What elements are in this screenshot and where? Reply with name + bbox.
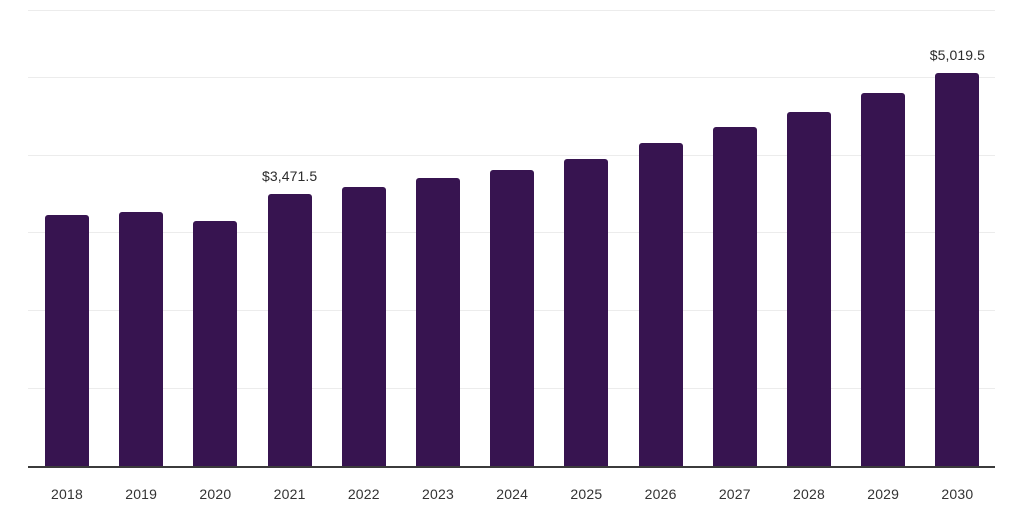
bar-group xyxy=(327,0,401,466)
bar-2021[interactable] xyxy=(267,194,312,466)
bar-2026[interactable] xyxy=(638,143,683,466)
bar-value-label-2021: $3,471.5 xyxy=(261,168,318,184)
x-tick-label-2028: 2028 xyxy=(793,486,825,502)
gridline-0 xyxy=(28,10,995,11)
bar-group xyxy=(30,0,104,466)
bar-group xyxy=(104,0,178,466)
x-tick-label-2020: 2020 xyxy=(199,486,232,502)
bar-2020[interactable] xyxy=(193,221,238,466)
x-tick-label-2021: 2021 xyxy=(273,486,306,502)
bar-2029[interactable] xyxy=(861,93,906,466)
bars-layer: $3,471.5 $5,019.5 xyxy=(30,0,994,466)
bar-2023[interactable] xyxy=(416,178,460,466)
x-tick-label-2027: 2027 xyxy=(718,486,751,502)
x-tick-label-2029: 2029 xyxy=(867,486,900,502)
x-tick-label-2023: 2023 xyxy=(422,486,454,502)
bar-group xyxy=(549,0,623,466)
x-axis-line xyxy=(28,466,995,468)
x-tick-label-2025: 2025 xyxy=(570,486,603,502)
x-tick-label-2022: 2022 xyxy=(347,486,380,502)
x-axis-tick-labels: 2018 2019 2020 2021 2022 2023 2024 2025 2026 2027… xyxy=(0,466,1024,512)
bar-2027[interactable] xyxy=(712,127,757,466)
gridline-1 xyxy=(28,77,995,78)
x-tick-label-2026: 2026 xyxy=(644,486,677,502)
bar-group xyxy=(401,0,475,466)
bar-2019[interactable] xyxy=(119,212,164,466)
bar-2024[interactable] xyxy=(490,170,535,466)
bar-2025[interactable] xyxy=(564,159,609,466)
x-tick-label-2030: 2030 xyxy=(941,486,974,502)
x-tick-label-2024: 2024 xyxy=(496,486,529,502)
bar-value-label-2030: $5,019.5 xyxy=(929,47,986,63)
bar-2018[interactable] xyxy=(45,215,89,466)
bar-group xyxy=(846,0,920,466)
bar-group: $3,471.5 xyxy=(253,0,327,466)
x-tick-label-2018: 2018 xyxy=(51,486,83,502)
bar-2030[interactable] xyxy=(935,73,980,466)
bar-group xyxy=(698,0,772,466)
bar-2028[interactable] xyxy=(787,112,831,466)
bar-group xyxy=(178,0,252,466)
bar-group xyxy=(475,0,549,466)
gridline-2 xyxy=(28,155,995,156)
bar-group xyxy=(772,0,846,466)
bar-group xyxy=(624,0,698,466)
x-tick-label-2019: 2019 xyxy=(125,486,158,502)
bar-group: $5,019.5 xyxy=(920,0,994,466)
bar-2022[interactable] xyxy=(341,187,386,466)
